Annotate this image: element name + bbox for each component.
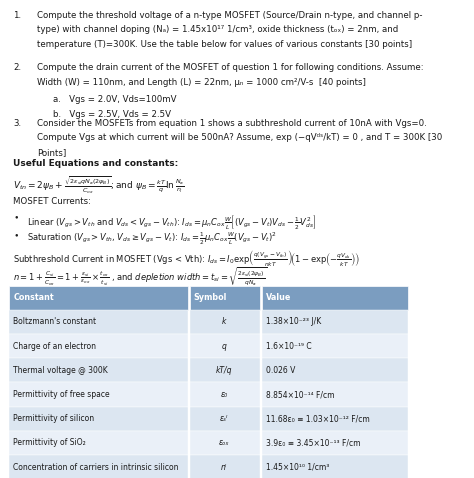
Text: Value: Value <box>265 293 291 302</box>
FancyBboxPatch shape <box>190 455 260 478</box>
Text: MOSFET Currents:: MOSFET Currents: <box>13 197 91 206</box>
Text: Compute the drain current of the MOSFET of question 1 for following conditions. : Compute the drain current of the MOSFET … <box>37 64 424 72</box>
Text: 2.: 2. <box>13 64 21 72</box>
FancyBboxPatch shape <box>262 455 408 478</box>
FancyBboxPatch shape <box>190 407 260 431</box>
Text: Symbol: Symbol <box>193 293 227 302</box>
Text: Boltzmann's constant: Boltzmann's constant <box>13 317 97 326</box>
Text: Saturation ($V_{gs} > V_{th}$, $V_{ds} \geq V_{gs} - V_t$): $I_{ds} = \frac{1}{2: Saturation ($V_{gs} > V_{th}$, $V_{ds} \… <box>27 230 277 247</box>
FancyBboxPatch shape <box>190 431 260 455</box>
Text: 8.854×10⁻¹⁴ F/cm: 8.854×10⁻¹⁴ F/cm <box>265 390 334 399</box>
Text: Permittivity of silicon: Permittivity of silicon <box>13 414 94 423</box>
Text: $V_{tn} = 2\psi_B + \frac{\sqrt{2\varepsilon_{si}qN_a(2\psi_B)}}{C_{ox}}$$; \mat: $V_{tn} = 2\psi_B + \frac{\sqrt{2\vareps… <box>13 175 185 196</box>
FancyBboxPatch shape <box>262 431 408 455</box>
Text: Compute the threshold voltage of a n-type MOSFET (Source/Drain n-type, and chann: Compute the threshold voltage of a n-typ… <box>37 11 423 20</box>
Text: εₒₓ: εₒₓ <box>219 438 229 447</box>
FancyBboxPatch shape <box>262 334 408 358</box>
Text: 1.: 1. <box>13 11 21 20</box>
Text: ε₀: ε₀ <box>221 390 228 399</box>
Text: Compute Vgs at which current will be 500nA? Assume, exp (−qVᵈˢ/kT) = 0 , and T =: Compute Vgs at which current will be 500… <box>37 133 443 142</box>
Text: Charge of an electron: Charge of an electron <box>13 342 96 351</box>
FancyBboxPatch shape <box>9 382 188 407</box>
Text: Permittivity of SiO₂: Permittivity of SiO₂ <box>13 438 86 447</box>
Text: 3.: 3. <box>13 119 21 128</box>
Text: 1.45×10¹⁰ 1/cm³: 1.45×10¹⁰ 1/cm³ <box>265 463 329 472</box>
Text: type) with channel doping (Nₐ) = 1.45x10¹⁷ 1/cm³, oxide thickness (tₒₓ) = 2nm, a: type) with channel doping (Nₐ) = 1.45x10… <box>37 25 399 34</box>
FancyBboxPatch shape <box>9 334 188 358</box>
Text: a.   Vgs = 2.0V, Vds=100mV: a. Vgs = 2.0V, Vds=100mV <box>54 95 177 104</box>
FancyBboxPatch shape <box>262 286 408 310</box>
FancyBboxPatch shape <box>190 286 260 310</box>
Text: 1.6×10⁻¹⁹ C: 1.6×10⁻¹⁹ C <box>265 342 311 351</box>
FancyBboxPatch shape <box>9 286 188 310</box>
FancyBboxPatch shape <box>9 358 188 382</box>
FancyBboxPatch shape <box>262 310 408 334</box>
Text: Thermal voltage @ 300K: Thermal voltage @ 300K <box>13 366 108 375</box>
Text: $n = 1 + \frac{C_{si}}{C_{ox}} = 1 + \frac{\varepsilon_{si}}{\varepsilon_{ox}} \: $n = 1 + \frac{C_{si}}{C_{ox}} = 1 + \fr… <box>13 266 268 288</box>
FancyBboxPatch shape <box>190 310 260 334</box>
Text: Linear ($V_{gs} > V_{th}$ and $V_{ds} < V_{gs} - V_{th}$): $I_{ds} = \mu_n C_{ox: Linear ($V_{gs} > V_{th}$ and $V_{ds} < … <box>27 213 317 231</box>
Text: b.   Vgs = 2.5V, Vds = 2.5V: b. Vgs = 2.5V, Vds = 2.5V <box>54 109 172 119</box>
FancyBboxPatch shape <box>190 382 260 407</box>
Text: εₛᴵ: εₛᴵ <box>220 414 228 423</box>
Text: Permittivity of free space: Permittivity of free space <box>13 390 110 399</box>
Text: Concentration of carriers in intrinsic silicon: Concentration of carriers in intrinsic s… <box>13 463 179 472</box>
Text: temperature (T)=300K. Use the table below for values of various constants [30 po: temperature (T)=300K. Use the table belo… <box>37 40 412 49</box>
Text: k: k <box>222 317 227 326</box>
Text: $\bullet$: $\bullet$ <box>13 230 19 239</box>
Text: q: q <box>222 342 227 351</box>
FancyBboxPatch shape <box>190 358 260 382</box>
Text: nᴵ: nᴵ <box>221 463 228 472</box>
Text: 3.9ε₀ ≡ 3.45×10⁻¹³ F/cm: 3.9ε₀ ≡ 3.45×10⁻¹³ F/cm <box>265 438 360 447</box>
FancyBboxPatch shape <box>262 358 408 382</box>
Text: 1.38×10⁻²³ J/K: 1.38×10⁻²³ J/K <box>265 317 321 326</box>
Text: 0.026 V: 0.026 V <box>265 366 295 375</box>
Text: Consider the MOSFETs from equation 1 shows a subthreshold current of 10nA with V: Consider the MOSFETs from equation 1 sho… <box>37 119 427 128</box>
Text: kT/q: kT/q <box>216 366 233 375</box>
FancyBboxPatch shape <box>190 334 260 358</box>
Text: Points]: Points] <box>37 148 67 157</box>
Text: Constant: Constant <box>13 293 54 302</box>
FancyBboxPatch shape <box>9 407 188 431</box>
Text: Subthreshold Current in MOSFET (Vgs < Vth): $I_{ds} = I_0 \exp\!\left(\frac{q(V_: Subthreshold Current in MOSFET (Vgs < Vt… <box>13 248 361 268</box>
Text: Useful Equations and constants:: Useful Equations and constants: <box>13 159 179 168</box>
FancyBboxPatch shape <box>262 382 408 407</box>
Text: 11.68ε₀ ≡ 1.03×10⁻¹² F/cm: 11.68ε₀ ≡ 1.03×10⁻¹² F/cm <box>265 414 369 423</box>
FancyBboxPatch shape <box>9 455 188 478</box>
Text: $\bullet$: $\bullet$ <box>13 213 19 222</box>
Text: Width (W) = 110nm, and Length (L) = 22nm, μₙ = 1000 cm²/V-s  [40 points]: Width (W) = 110nm, and Length (L) = 22nm… <box>37 78 366 87</box>
FancyBboxPatch shape <box>9 431 188 455</box>
FancyBboxPatch shape <box>262 407 408 431</box>
FancyBboxPatch shape <box>9 310 188 334</box>
